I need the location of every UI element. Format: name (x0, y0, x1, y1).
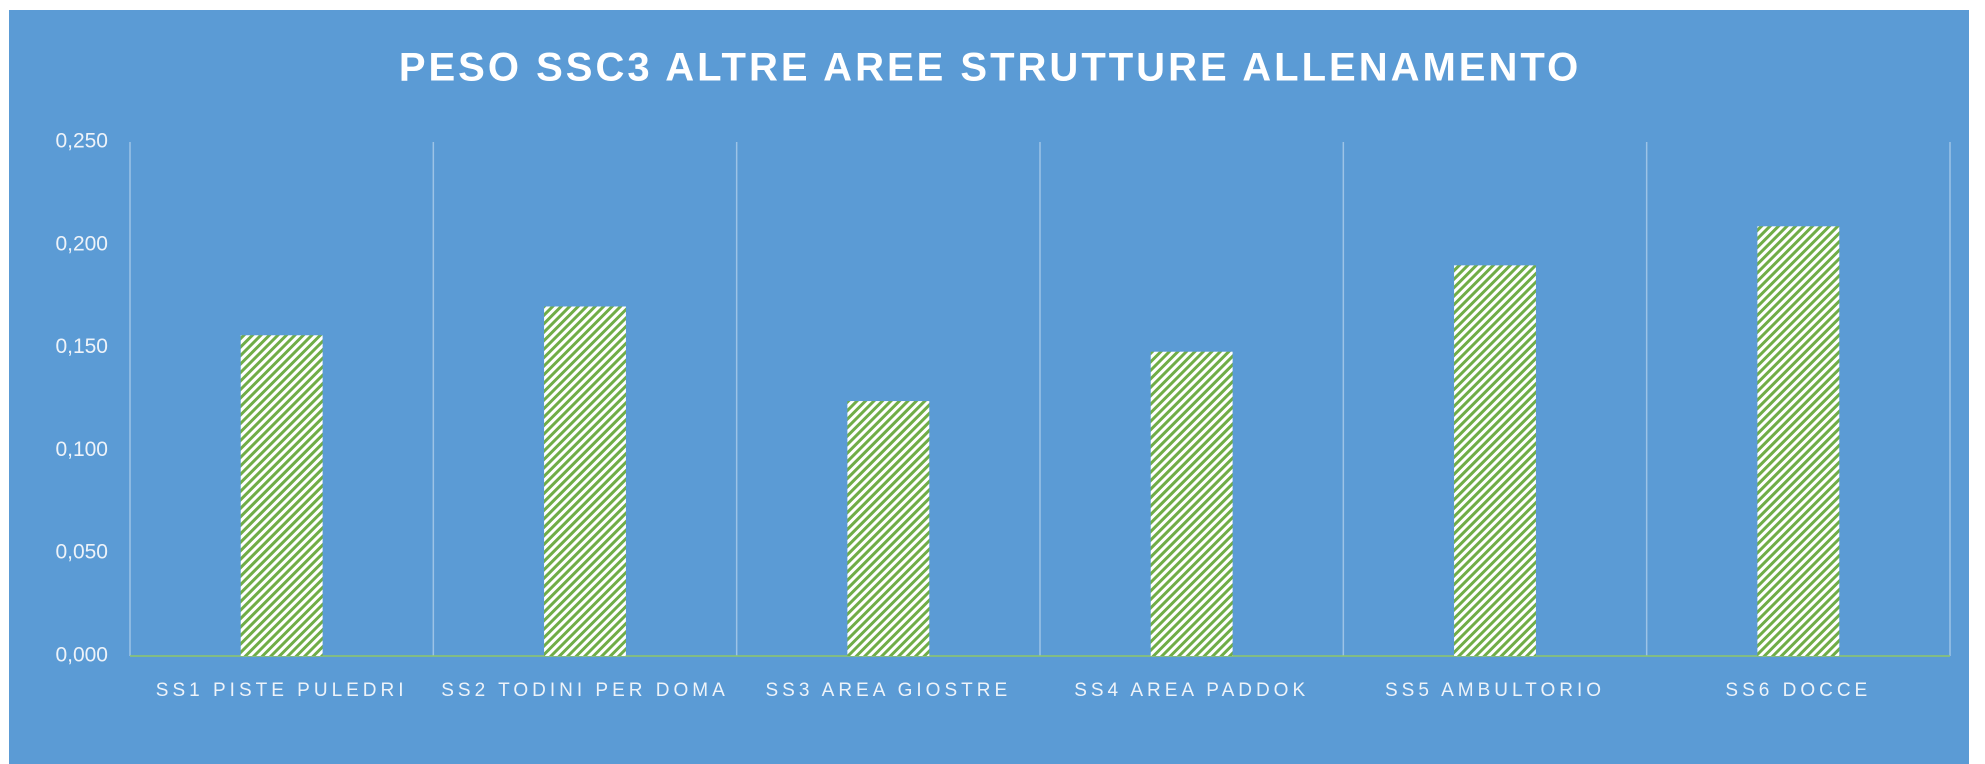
bar (1757, 226, 1840, 656)
y-tick-label: 0,150 (55, 335, 108, 358)
bar (544, 306, 626, 656)
y-tick-label: 0,050 (55, 541, 108, 564)
x-tick-label: SS1 PISTE PULEDRI (155, 680, 408, 701)
x-tick-label: SS4 AREA PADDOK (1074, 680, 1310, 701)
x-tick-label: SS5 AMBULTORIO (1384, 680, 1605, 701)
chart-title: PESO SSC3 ALTRE AREE STRUTTURE ALLENAMEN… (399, 46, 1581, 90)
bar (847, 401, 930, 656)
x-tick-label: SS2 TODINI PER DOMA (441, 680, 729, 701)
bar (1150, 351, 1233, 656)
chart-background (9, 10, 1969, 764)
x-tick-label: SS6 DOCCE (1725, 680, 1872, 701)
y-tick-label: 0,000 (55, 644, 108, 667)
y-tick-label: 0,200 (55, 232, 108, 255)
y-tick-label: 0,100 (55, 438, 108, 461)
bar (240, 335, 323, 656)
x-tick-label: SS3 AREA GIOSTRE (765, 680, 1012, 701)
y-tick-label: 0,250 (55, 130, 108, 153)
bar (1454, 265, 1536, 656)
